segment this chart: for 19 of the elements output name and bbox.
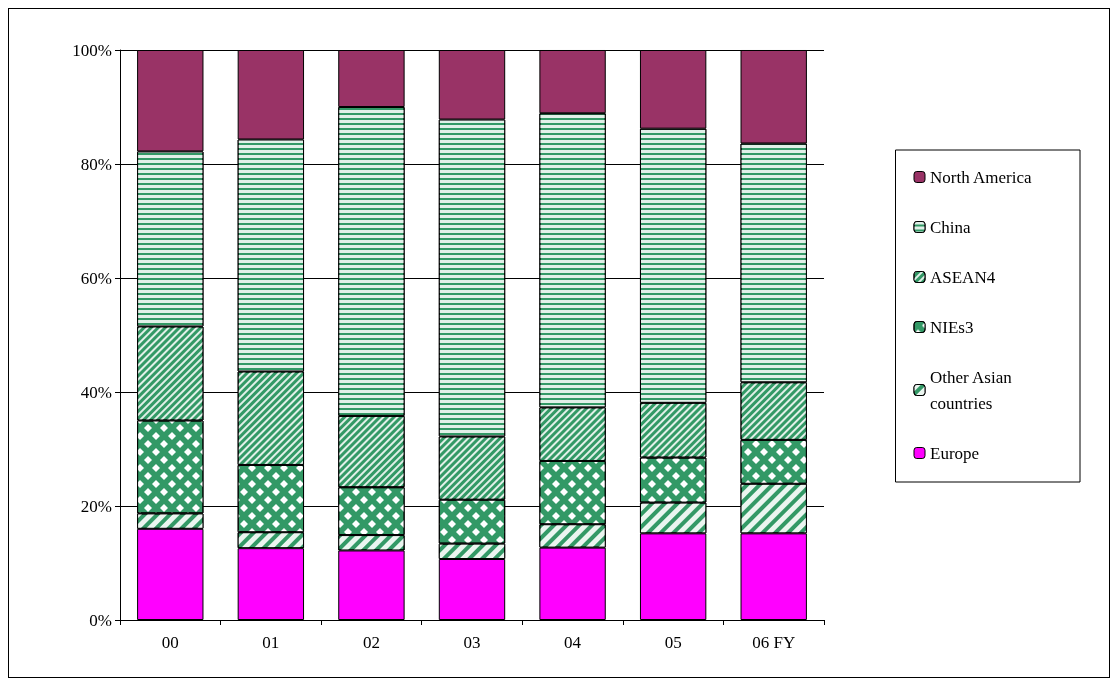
legend-label: China — [930, 217, 972, 237]
y-tick-label: 80% — [80, 154, 112, 174]
legend-label: NIEs3 — [930, 317, 974, 337]
y-tick-label: 40% — [80, 382, 112, 402]
legend-label: ASEAN4 — [930, 267, 996, 287]
y-tick-label: 100% — [72, 40, 112, 60]
x-tick-label: 04 — [564, 633, 582, 652]
y-tick-label: 0% — [89, 610, 112, 630]
x-tick-label: 02 — [362, 633, 380, 652]
x-tick-label: 06 FY — [752, 633, 796, 652]
x-tick-label: 01 — [262, 633, 280, 652]
y-tick-label: 60% — [80, 268, 112, 288]
x-tick-label: 03 — [463, 633, 481, 652]
legend-label: North America — [930, 167, 1032, 187]
x-tick-label: 00 — [161, 633, 179, 652]
legend-label: Europe — [930, 443, 980, 463]
y-tick-label: 20% — [80, 496, 112, 516]
legend-label: Other Asian countries — [930, 367, 1016, 413]
x-tick-label: 05 — [664, 633, 682, 652]
